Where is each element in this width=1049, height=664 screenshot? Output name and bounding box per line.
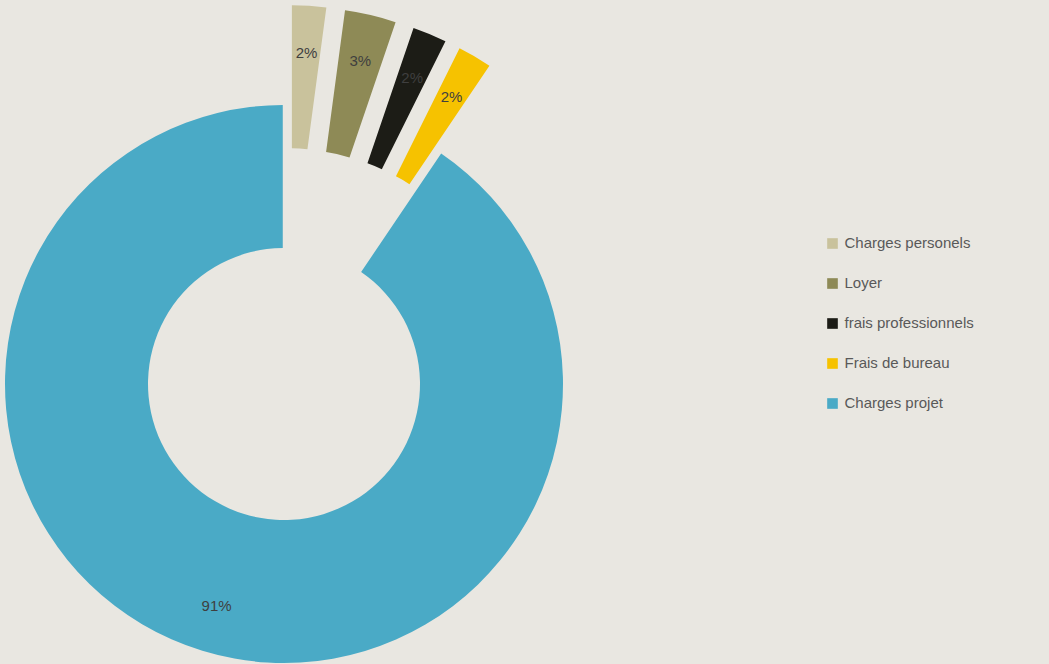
svg-text:Loyer: Loyer [845,274,883,291]
svg-text:Charges projet: Charges projet [845,394,944,411]
svg-text:2%: 2% [296,44,318,61]
svg-text:frais professionnels: frais professionnels [845,314,974,331]
svg-text:91%: 91% [202,597,232,614]
svg-text:Frais de bureau: Frais de bureau [845,354,950,371]
svg-text:Charges personels: Charges personels [845,234,971,251]
svg-text:2%: 2% [441,88,463,105]
svg-text:3%: 3% [350,52,372,69]
svg-text:2%: 2% [401,69,423,86]
